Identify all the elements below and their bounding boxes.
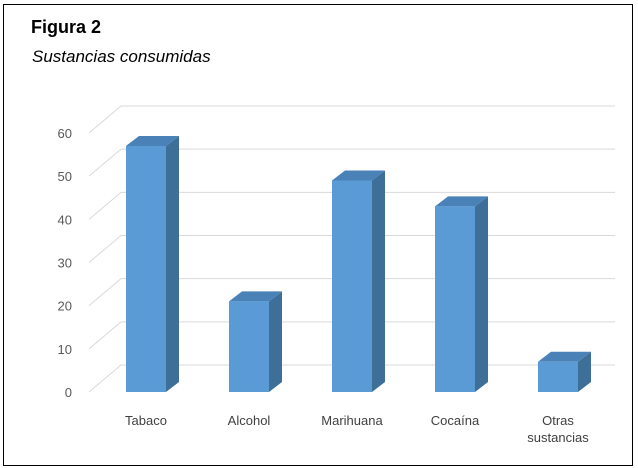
y-tick-label: 60 <box>58 126 72 141</box>
bar <box>332 170 385 392</box>
y-tick-label: 50 <box>58 169 72 184</box>
bar-top <box>435 196 488 207</box>
bar-front <box>332 180 372 392</box>
bar-top <box>229 291 282 302</box>
bar-top <box>126 135 179 146</box>
y-tick-label: 30 <box>58 256 72 271</box>
bar-front <box>538 361 578 392</box>
x-category-label: Otras sustancias <box>527 413 589 445</box>
bar-top <box>332 170 385 181</box>
x-category-label: Tabaco <box>125 413 167 428</box>
bar-side <box>578 351 591 392</box>
figure-title: Sustancias consumidas <box>32 47 211 66</box>
y-axis-tick-labels: 0 10 20 30 40 50 60 <box>58 126 72 400</box>
bar <box>229 291 282 392</box>
bar-side <box>372 170 385 392</box>
gridline <box>88 105 615 134</box>
bar-side <box>166 135 179 392</box>
y-tick-label: 20 <box>58 299 72 314</box>
x-category-label: Alcohol <box>228 413 271 428</box>
gridline <box>88 148 615 177</box>
bar-front <box>126 145 166 392</box>
y-tick-label: 40 <box>58 212 72 227</box>
bar <box>435 196 488 392</box>
bar-top <box>538 351 591 362</box>
bar-front <box>435 206 475 392</box>
bar-front <box>229 301 269 392</box>
gridline <box>88 191 615 220</box>
figure-label: Figura 2 <box>31 17 102 37</box>
bar <box>126 135 179 392</box>
bars <box>126 135 591 392</box>
bar-side <box>269 291 282 392</box>
x-axis-category-labels: Tabaco Alcohol Marihuana Cocaína Otras sustan… <box>125 413 589 445</box>
bar <box>538 351 591 392</box>
bar-side <box>475 196 488 392</box>
x-category-label: Cocaína <box>431 413 480 428</box>
y-tick-label: 0 <box>65 385 72 400</box>
y-tick-label: 10 <box>58 342 72 357</box>
x-category-label: Marihuana <box>321 413 383 428</box>
